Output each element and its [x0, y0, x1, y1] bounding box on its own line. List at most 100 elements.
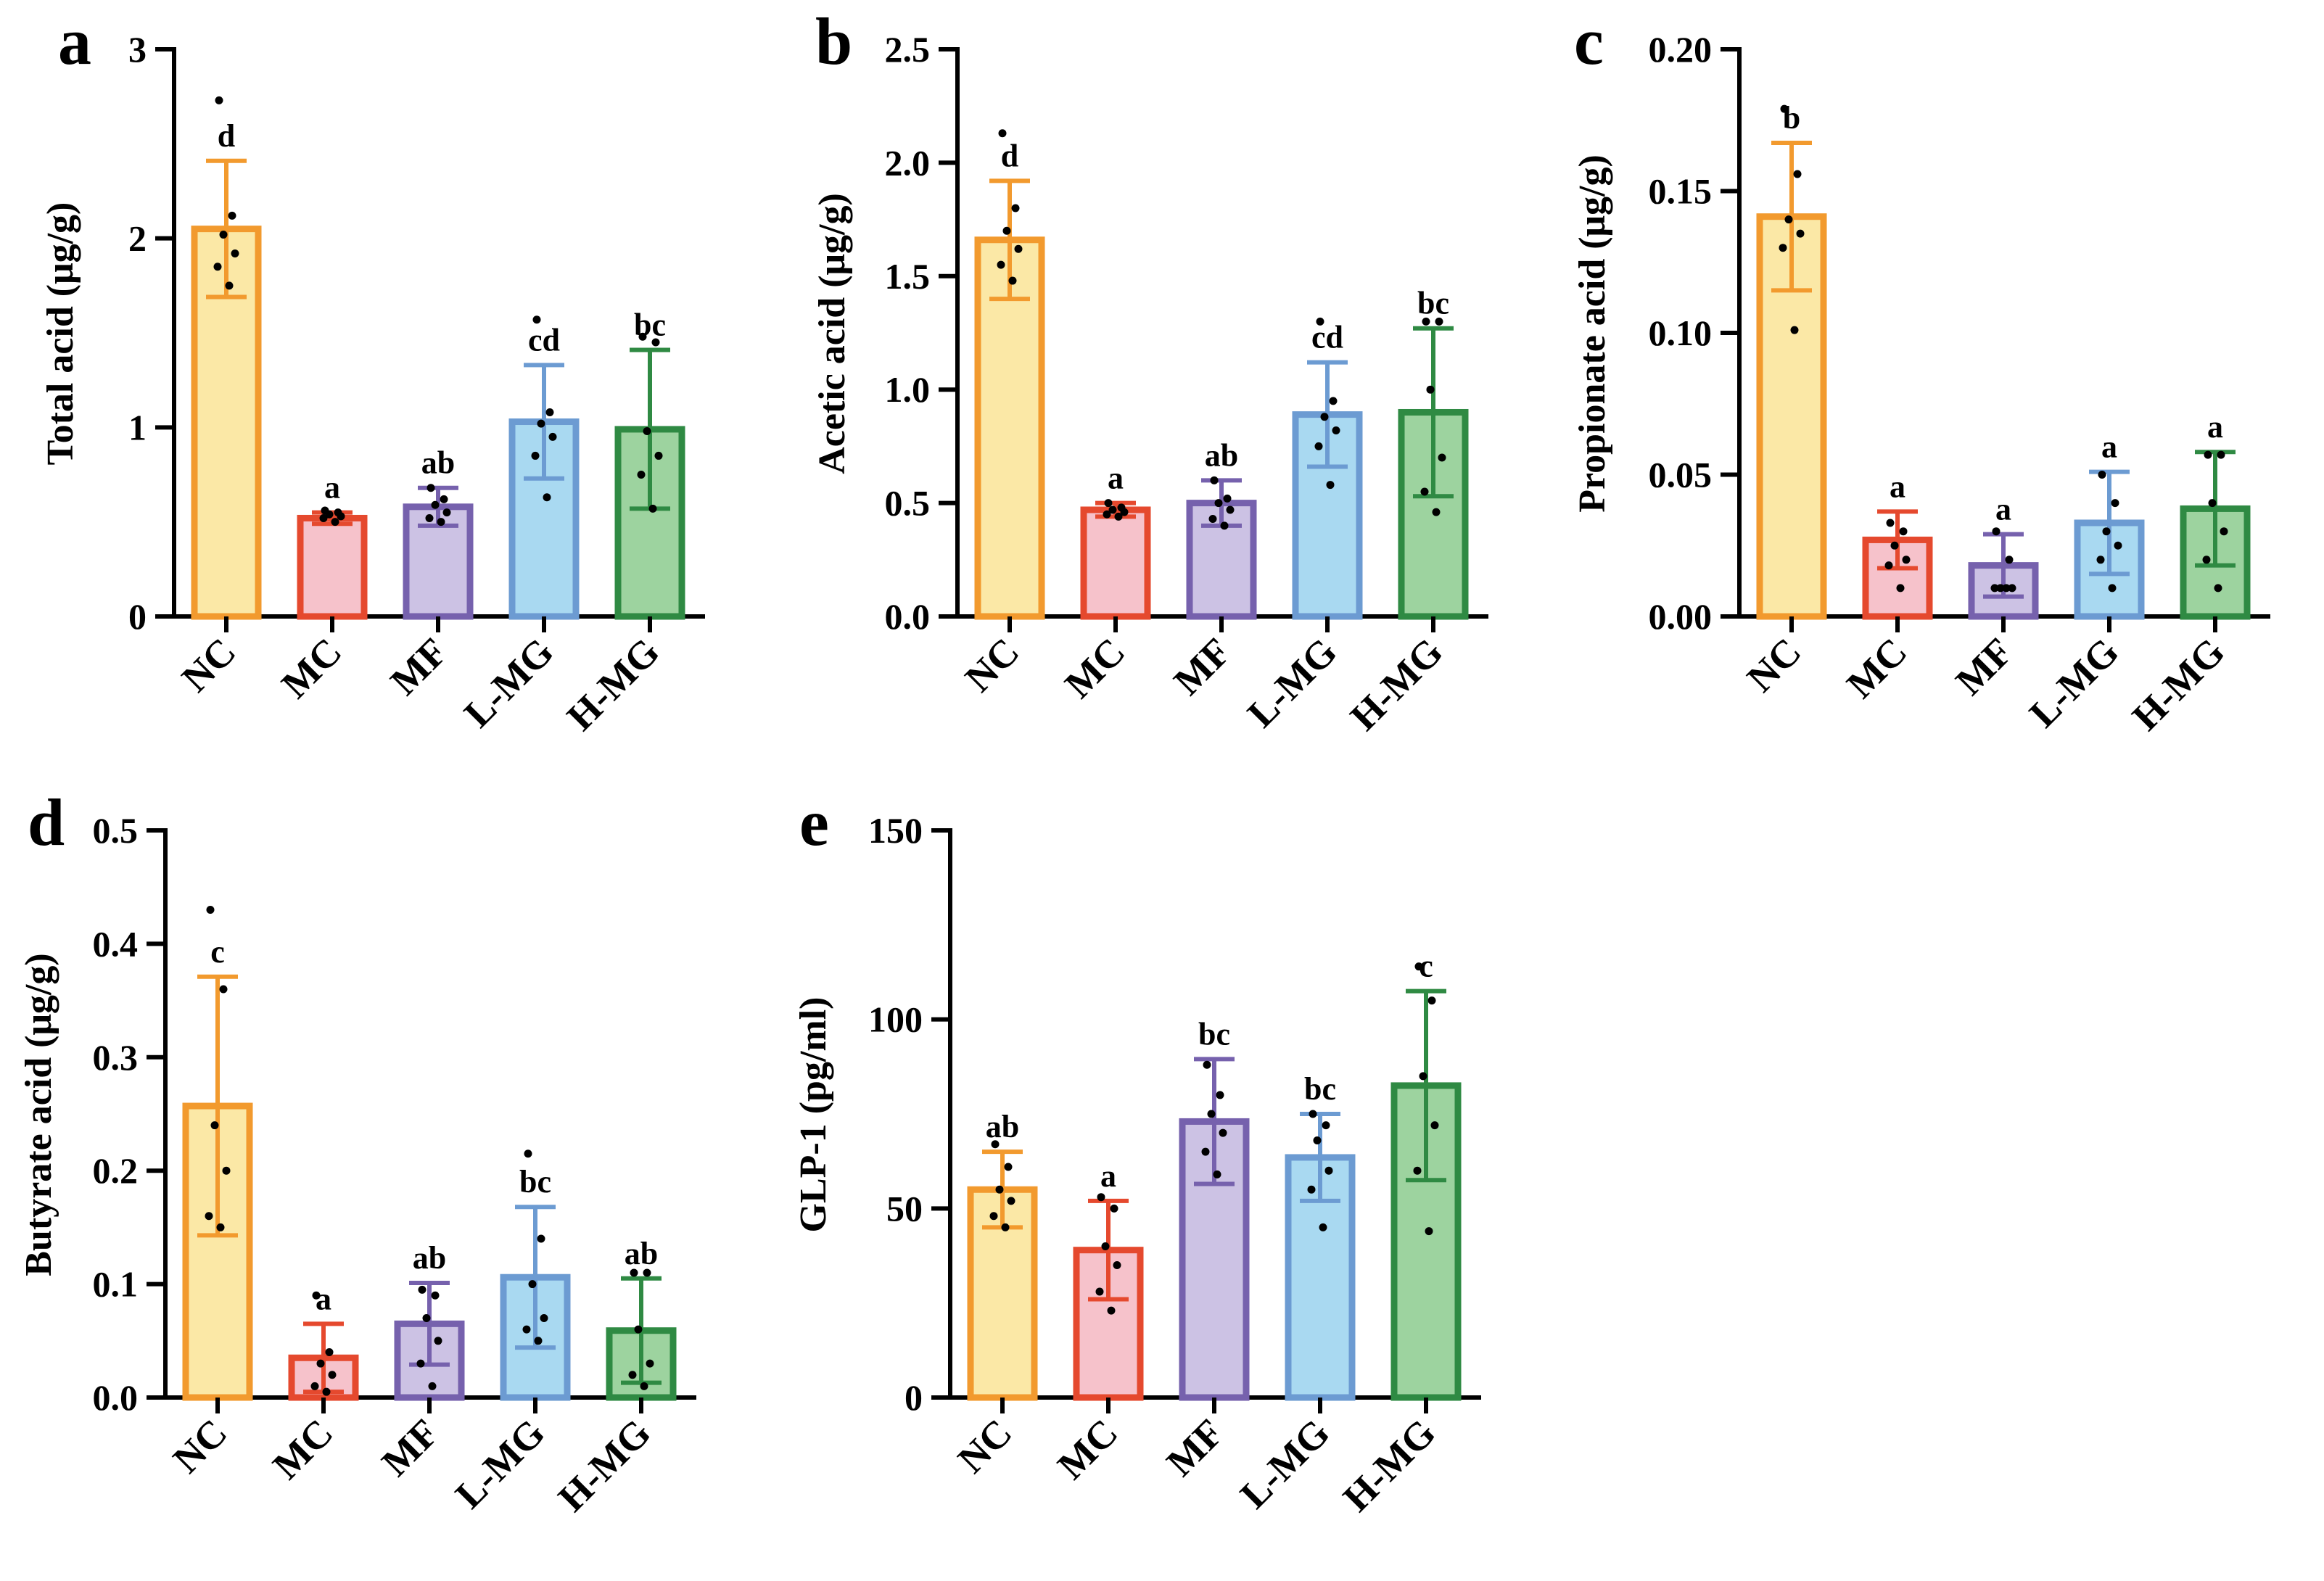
x-tick-label: MF — [374, 1411, 448, 1485]
y-tick-label: 0.4 — [93, 923, 139, 964]
data-point — [1796, 229, 1805, 238]
data-point — [1425, 1227, 1433, 1236]
y-tick-label: 0.3 — [93, 1037, 139, 1078]
x-tick-label: NC — [957, 629, 1028, 701]
significance-label: bc — [1198, 1016, 1230, 1052]
x-tick-label: H-MG — [550, 1411, 659, 1520]
x-tick-label: L-MG — [1239, 629, 1345, 735]
data-point — [1001, 1223, 1010, 1231]
data-point — [545, 408, 554, 416]
data-point — [2111, 499, 2119, 508]
data-point — [1326, 481, 1335, 490]
data-point — [1432, 508, 1441, 516]
y-tick-label: 2.5 — [885, 29, 931, 70]
data-point — [431, 1291, 440, 1300]
data-point — [2005, 556, 2014, 564]
data-point — [1426, 385, 1435, 394]
data-point — [532, 315, 541, 324]
data-point — [231, 249, 239, 258]
y-tick-label: 0.5 — [885, 483, 931, 524]
y-axis-label: GLP-1 (pg/ml) — [793, 997, 834, 1233]
panel-letter: d — [28, 785, 65, 859]
significance-label: ab — [986, 1109, 1019, 1144]
x-tick-label: H-MG — [559, 629, 668, 739]
panel-letter: e — [799, 785, 829, 859]
data-point — [989, 1212, 998, 1221]
data-point — [528, 1280, 537, 1289]
data-point — [310, 1382, 319, 1390]
data-point — [1422, 317, 1430, 326]
data-point — [646, 1359, 654, 1368]
data-point — [654, 451, 663, 460]
y-tick-label: 0.15 — [1649, 171, 1713, 212]
data-point — [1113, 1261, 1121, 1270]
data-point — [537, 1234, 545, 1243]
significance-label: ab — [1205, 437, 1238, 473]
y-axis-label: Propionate acid (μg/g) — [1572, 154, 1613, 513]
x-tick-label: L-MG — [456, 629, 561, 735]
significance-label: ab — [413, 1240, 446, 1276]
y-tick-label: 0.10 — [1649, 313, 1713, 353]
x-tick-label: H-MG — [1342, 629, 1451, 739]
data-point — [540, 1314, 548, 1323]
plot-area: 0.0 0.5 1.0 1.5 2.0 2.5 d NC a MC ab MF cd L-MG bc H-MG — [885, 29, 1488, 739]
data-point — [1884, 561, 1893, 570]
y-tick-label: 0.2 — [93, 1150, 139, 1191]
significance-label: bc — [519, 1164, 551, 1200]
data-point — [1201, 1147, 1210, 1156]
data-point — [1014, 244, 1023, 253]
data-point — [1779, 244, 1787, 252]
data-point — [216, 1223, 225, 1231]
panel-d: d Butyrate acid (μg/g) 0.00.10.20.30.40.… — [18, 785, 696, 1520]
significance-label: a — [2207, 409, 2223, 445]
data-point — [1208, 514, 1217, 523]
x-tick-label: NC — [165, 1411, 236, 1482]
significance-label: c — [210, 934, 225, 970]
y-tick-label: 0.00 — [1649, 596, 1713, 637]
panel-letter: c — [1574, 4, 1604, 78]
x-tick-label: NC — [173, 629, 244, 701]
data-point — [630, 1268, 638, 1277]
data-point — [1313, 1136, 1322, 1144]
x-tick-label: NC — [1739, 629, 1810, 701]
data-point — [1103, 510, 1111, 519]
data-point — [531, 451, 540, 460]
data-point — [537, 419, 545, 428]
data-point — [1008, 276, 1017, 285]
y-tick-label: 150 — [868, 810, 923, 851]
data-point — [1007, 1197, 1015, 1205]
data-point — [1784, 215, 1793, 224]
data-point — [1790, 326, 1799, 334]
data-point — [210, 1121, 219, 1130]
data-point — [1220, 521, 1229, 530]
data-point — [1438, 453, 1446, 462]
data-point — [998, 129, 1007, 138]
data-point — [442, 508, 451, 517]
x-tick-label: L-MG — [447, 1411, 553, 1516]
data-point — [1435, 317, 1443, 326]
plot-area: 0 50 100 150 ab NC a MC bc MF bc L-MG c H-MG — [868, 810, 1481, 1520]
data-point — [1002, 226, 1011, 235]
data-point — [648, 504, 657, 513]
data-point — [543, 493, 551, 502]
plot-area: 0.0 0.1 0.2 0.3 0.4 0.5 c NC a MC ab MF bc L-MG ab H-MG — [93, 810, 696, 1520]
data-point — [222, 1166, 231, 1175]
data-point — [205, 1212, 213, 1221]
data-point — [1213, 1170, 1221, 1178]
significance-label: ab — [421, 445, 455, 481]
y-tick-label: 0.20 — [1649, 29, 1713, 70]
panel-a: a Total acid (μg/g) 0 1 2 3 d NC a MC ab MF cd L-MG… — [40, 4, 705, 739]
bar-mc — [1080, 506, 1151, 620]
data-point — [638, 332, 647, 341]
data-point — [312, 1291, 321, 1300]
data-point — [1226, 505, 1235, 514]
x-tick-label: MC — [1056, 629, 1133, 706]
data-point — [1216, 1091, 1224, 1099]
y-tick-label: 1.0 — [885, 369, 931, 410]
data-point — [1414, 962, 1423, 971]
data-point — [1309, 1110, 1317, 1118]
y-tick-label: 100 — [868, 999, 923, 1040]
y-tick-label: 0.05 — [1649, 455, 1713, 495]
significance-label: cd — [1311, 320, 1343, 355]
